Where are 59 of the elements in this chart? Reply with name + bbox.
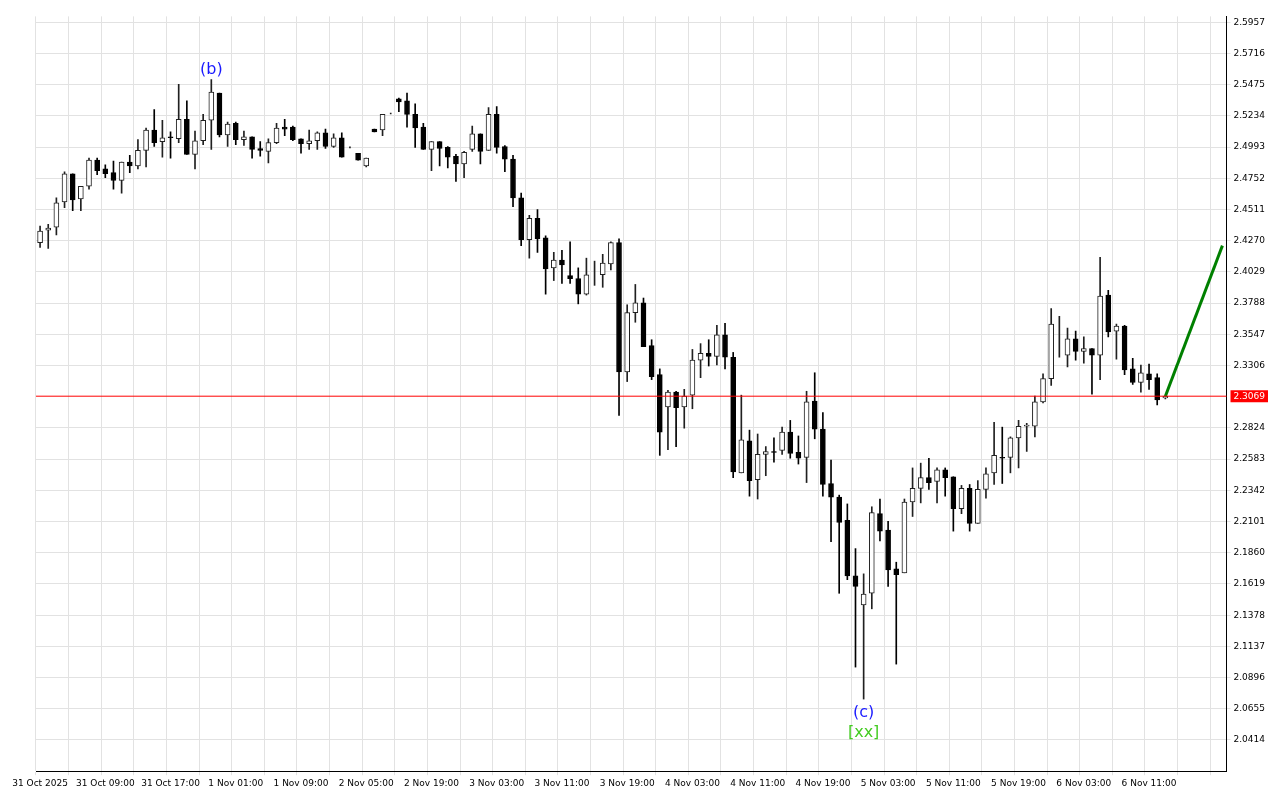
y-tick-label: 2.5716 — [1233, 47, 1266, 58]
x-tick-label: 31 Oct 2025 — [12, 777, 68, 788]
candlestick — [306, 129, 312, 150]
y-tick-label: 2.4752 — [1233, 172, 1266, 183]
y-tick-label: 2.4029 — [1233, 266, 1266, 277]
x-tick-label: 2 Nov 05:00 — [338, 777, 394, 788]
y-tick-label: 2.5234 — [1233, 110, 1266, 121]
x-tick-label: 4 Nov 11:00 — [730, 777, 786, 788]
candlestick — [1089, 348, 1095, 395]
y-tick-label: 2.4511 — [1233, 203, 1266, 214]
candlestick — [665, 389, 671, 450]
y-tick-label: 2.2101 — [1233, 515, 1266, 526]
candlestick — [705, 339, 712, 367]
y-tick-label: 2.0655 — [1233, 703, 1266, 714]
y-tick-label: 2.1860 — [1233, 547, 1266, 558]
annotation: (b) — [199, 58, 223, 78]
candlestick — [1080, 336, 1087, 364]
y-tick-label: 2.3788 — [1233, 297, 1266, 308]
x-tick-label: 1 Nov 01:00 — [208, 777, 264, 788]
x-tick-label: 6 Nov 03:00 — [1056, 777, 1112, 788]
x-tick-label: 31 Oct 17:00 — [141, 777, 201, 788]
y-tick-label: 2.1619 — [1233, 578, 1266, 589]
candlestick — [762, 446, 769, 477]
annotation: [xx] — [847, 722, 880, 742]
x-tick-label: 5 Nov 03:00 — [860, 777, 916, 788]
x-tick-label: 5 Nov 19:00 — [991, 777, 1047, 788]
y-tick-label: 2.5957 — [1233, 16, 1266, 27]
y-tick-label: 2.4270 — [1233, 235, 1266, 246]
x-tick-label: 3 Nov 11:00 — [534, 777, 590, 788]
y-tick-label: 2.3547 — [1233, 328, 1266, 339]
y-tick-label: 2.4993 — [1233, 141, 1266, 152]
x-tick-label: 3 Nov 03:00 — [469, 777, 525, 788]
y-tick-label: 2.2583 — [1233, 453, 1266, 464]
y-tick-label: 2.2342 — [1233, 484, 1266, 495]
candlestick — [828, 459, 834, 543]
y-tick-label: 2.0896 — [1233, 671, 1266, 682]
candlestick — [257, 141, 264, 157]
x-tick-label: 2 Nov 19:00 — [404, 777, 460, 788]
x-tick-label: 4 Nov 19:00 — [795, 777, 851, 788]
annotation: (c) — [853, 702, 875, 722]
candlestick — [926, 457, 932, 490]
y-tick-label: 2.2824 — [1233, 422, 1266, 433]
y-tick-label: 2.3306 — [1233, 359, 1266, 370]
y-tick-label: 2.1378 — [1233, 609, 1266, 620]
x-tick-label: 4 Nov 03:00 — [664, 777, 721, 788]
candlestick — [893, 561, 900, 665]
candlestick — [999, 426, 1006, 484]
x-tick-label: 3 Nov 19:00 — [599, 777, 655, 788]
y-tick-label: 2.1137 — [1233, 640, 1266, 651]
y-tick-label: 2.0414 — [1233, 734, 1266, 745]
x-tick-label: 6 Nov 11:00 — [1121, 777, 1177, 788]
candlestick — [1023, 422, 1030, 452]
x-tick-label: 31 Oct 09:00 — [75, 777, 135, 788]
x-tick-label: 5 Nov 11:00 — [925, 777, 982, 788]
ref-line-label: 2.3069 — [1233, 390, 1266, 401]
y-tick-label: 2.5475 — [1233, 78, 1266, 89]
candlestick — [567, 241, 573, 284]
candlestick — [559, 250, 565, 284]
x-tick-label: 1 Nov 09:00 — [273, 777, 329, 788]
